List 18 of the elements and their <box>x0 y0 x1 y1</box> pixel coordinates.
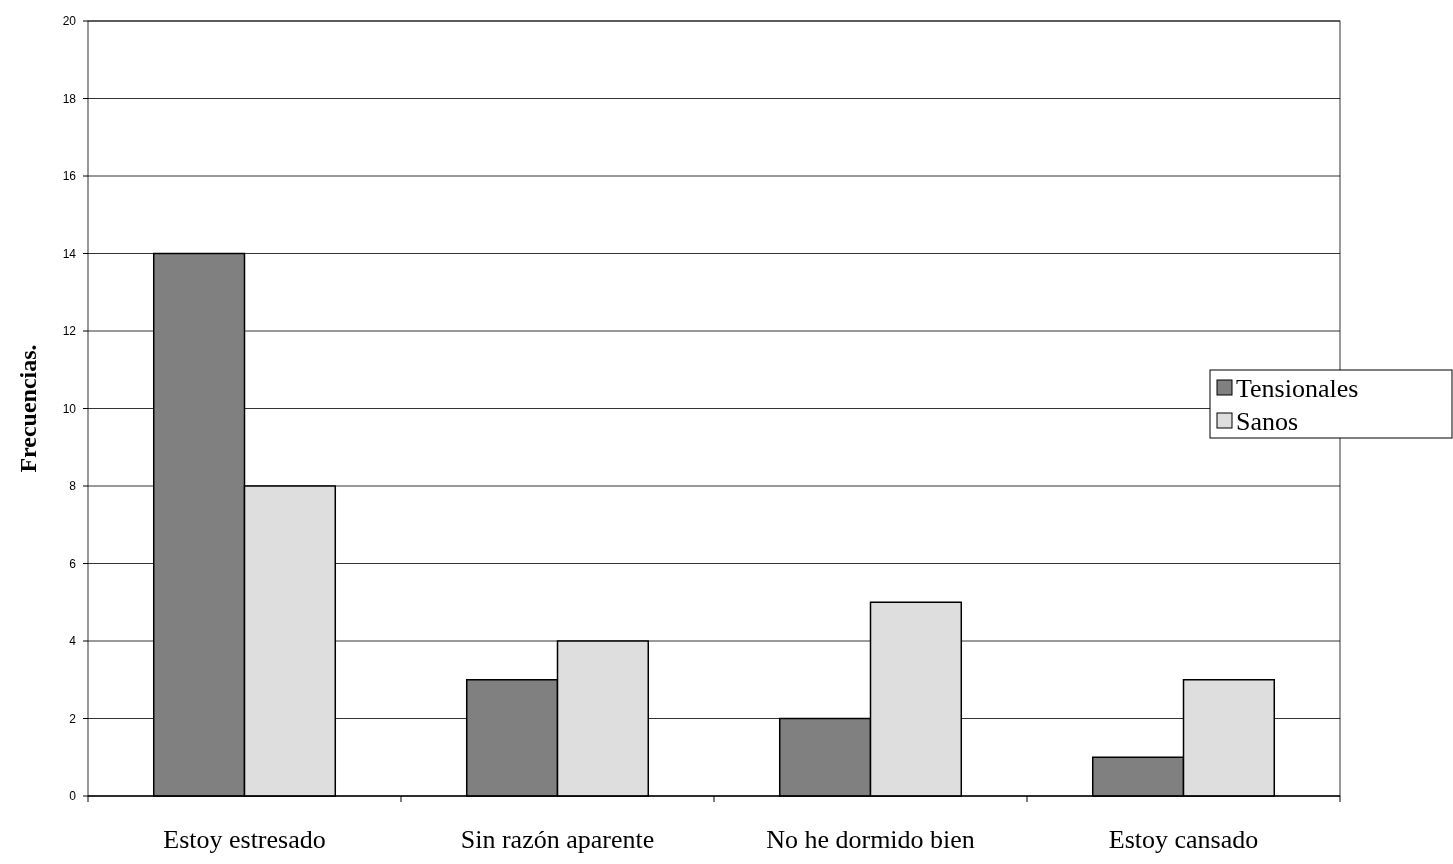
y-tick-label: 18 <box>62 91 77 106</box>
y-tick-label: 2 <box>69 711 77 726</box>
y-tick-label: 8 <box>69 479 77 494</box>
x-tick-label: No he dormido bien <box>766 825 975 854</box>
y-tick-label: 0 <box>69 789 77 804</box>
y-tick-label: 12 <box>62 324 77 339</box>
y-tick-label: 20 <box>62 14 77 29</box>
y-tick-label: 10 <box>62 401 77 416</box>
legend-label: Sanos <box>1236 407 1299 437</box>
y-tick-label: 6 <box>69 556 77 571</box>
x-tick-label: Sin razón aparente <box>460 825 655 854</box>
y-tick-label: 4 <box>69 634 77 649</box>
y-tick-label: 16 <box>62 169 77 184</box>
x-tick-label: Estoy estresado <box>163 825 326 854</box>
x-tick-label: Estoy cansado <box>1108 825 1259 854</box>
y-tick-label: 14 <box>62 246 77 261</box>
y-axis-title: Frecuencias. <box>15 344 41 473</box>
legend-label: Tensionales <box>1236 374 1359 404</box>
